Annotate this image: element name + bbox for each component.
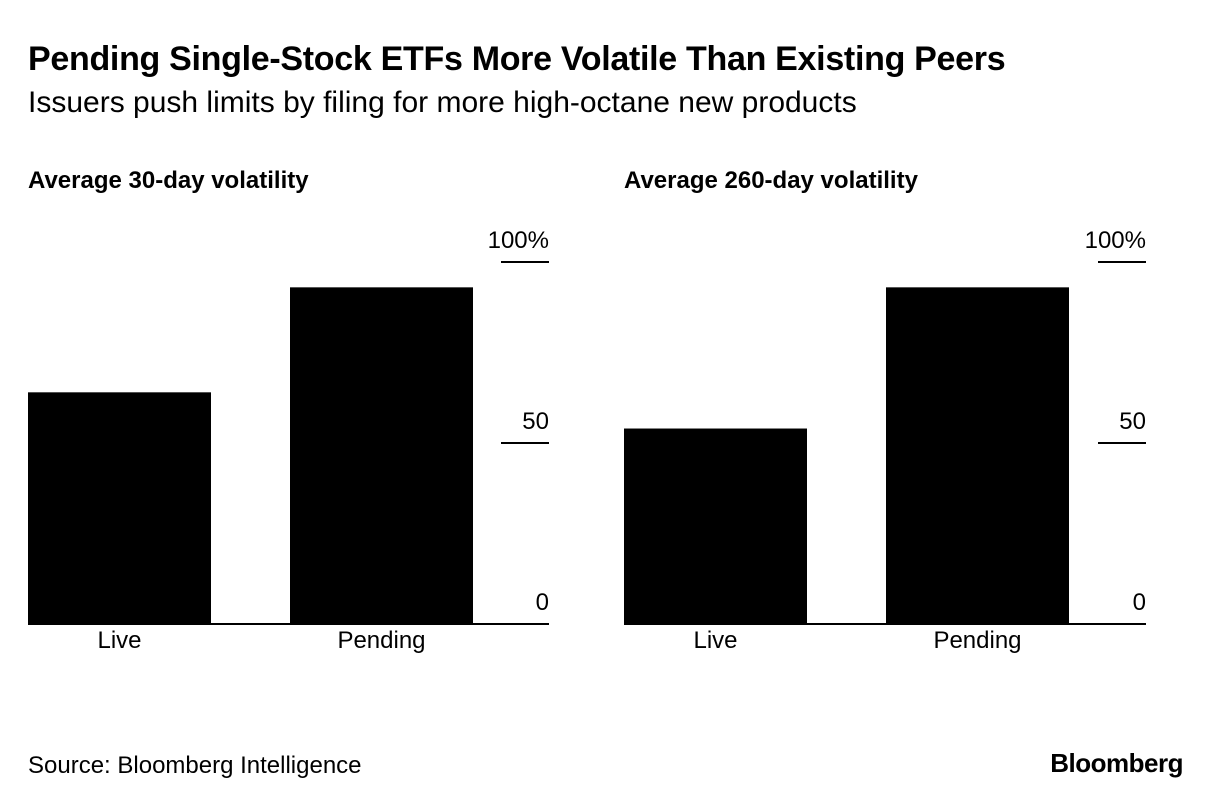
y-tick-label-0-panel-1: 0 bbox=[536, 589, 549, 616]
y-tick-label-50-panel-1: 50 bbox=[522, 408, 549, 435]
bloomberg-logo: Bloomberg bbox=[1050, 748, 1183, 778]
x-tick-label-live-panel-2: Live bbox=[693, 627, 737, 654]
y-tick-label-100-panel-1: 100% bbox=[488, 227, 549, 254]
x-tick-label-live-panel-1: Live bbox=[97, 627, 141, 654]
panel-title-260-day: Average 260-day volatility bbox=[624, 167, 918, 194]
y-tick-label-100-panel-2: 100% bbox=[1085, 227, 1146, 254]
bar-live-panel-1 bbox=[28, 392, 211, 624]
bar-live-panel-2 bbox=[624, 428, 807, 624]
source-note: Source: Bloomberg Intelligence bbox=[28, 752, 362, 779]
x-tick-label-pending-panel-1: Pending bbox=[337, 627, 425, 654]
x-tick-label-pending-panel-2: Pending bbox=[933, 627, 1021, 654]
chart-subtitle: Issuers push limits by filing for more h… bbox=[28, 86, 857, 119]
bar-pending-panel-1 bbox=[290, 287, 473, 624]
panel-title-30-day: Average 30-day volatility bbox=[28, 167, 309, 194]
y-tick-label-50-panel-2: 50 bbox=[1119, 408, 1146, 435]
y-tick-label-0-panel-2: 0 bbox=[1133, 589, 1146, 616]
bar-pending-panel-2 bbox=[886, 287, 1069, 624]
chart-title: Pending Single-Stock ETFs More Volatile … bbox=[28, 40, 1006, 78]
